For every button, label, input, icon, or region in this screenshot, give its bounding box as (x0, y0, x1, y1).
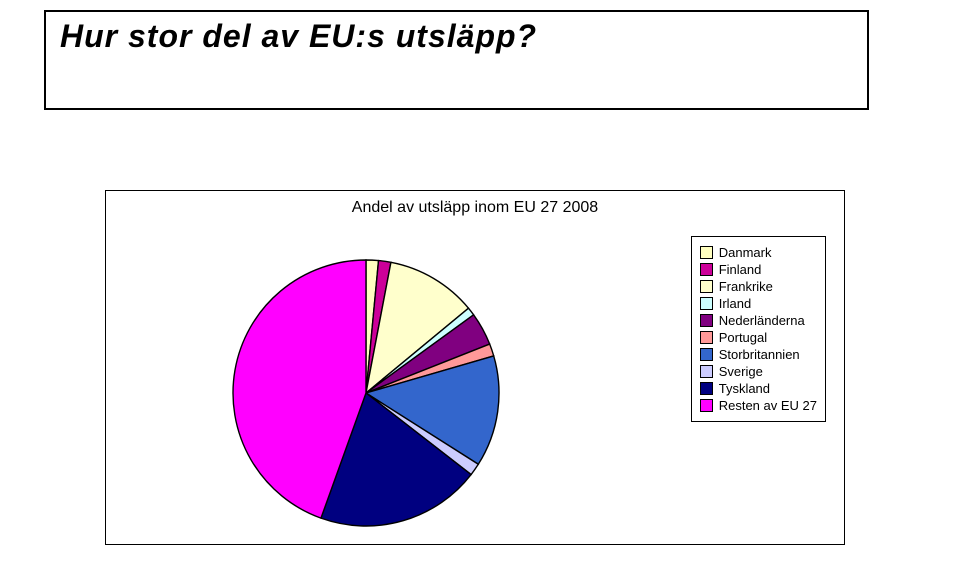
legend-swatch (700, 314, 713, 327)
legend-label: Sverige (719, 364, 763, 379)
legend-label: Portugal (719, 330, 767, 345)
legend-label: Nederländerna (719, 313, 805, 328)
legend-swatch (700, 280, 713, 293)
legend-label: Danmark (719, 245, 772, 260)
legend: Danmark Finland Frankrike Irland Nederländer… (691, 236, 826, 422)
legend-item: Nederländerna (700, 313, 817, 328)
chart-caption: Andel av utsläpp inom EU 27 2008 (106, 199, 844, 217)
legend-label: Frankrike (719, 279, 773, 294)
legend-swatch (700, 399, 713, 412)
legend-swatch (700, 246, 713, 259)
title-box: Hur stor del av EU:s utsläpp? (44, 10, 869, 110)
legend-item: Sverige (700, 364, 817, 379)
legend-label: Tyskland (719, 381, 770, 396)
page: Hur stor del av EU:s utsläpp? Andel av u… (0, 0, 960, 569)
legend-swatch (700, 365, 713, 378)
legend-label: Resten av EU 27 (719, 398, 817, 413)
legend-item: Danmark (700, 245, 817, 260)
legend-item: Resten av EU 27 (700, 398, 817, 413)
legend-item: Storbritannien (700, 347, 817, 362)
legend-item: Portugal (700, 330, 817, 345)
legend-item: Irland (700, 296, 817, 311)
legend-swatch (700, 331, 713, 344)
legend-label: Storbritannien (719, 347, 800, 362)
legend-item: Finland (700, 262, 817, 277)
legend-swatch (700, 348, 713, 361)
page-title: Hur stor del av EU:s utsläpp? (60, 18, 537, 55)
legend-item: Tyskland (700, 381, 817, 396)
pie-svg (226, 253, 506, 533)
legend-label: Finland (719, 262, 762, 277)
pie-chart (226, 253, 506, 533)
chart-container: Andel av utsläpp inom EU 27 2008 Danmark… (105, 190, 845, 545)
legend-swatch (700, 382, 713, 395)
legend-item: Frankrike (700, 279, 817, 294)
legend-swatch (700, 263, 713, 276)
legend-swatch (700, 297, 713, 310)
legend-label: Irland (719, 296, 752, 311)
